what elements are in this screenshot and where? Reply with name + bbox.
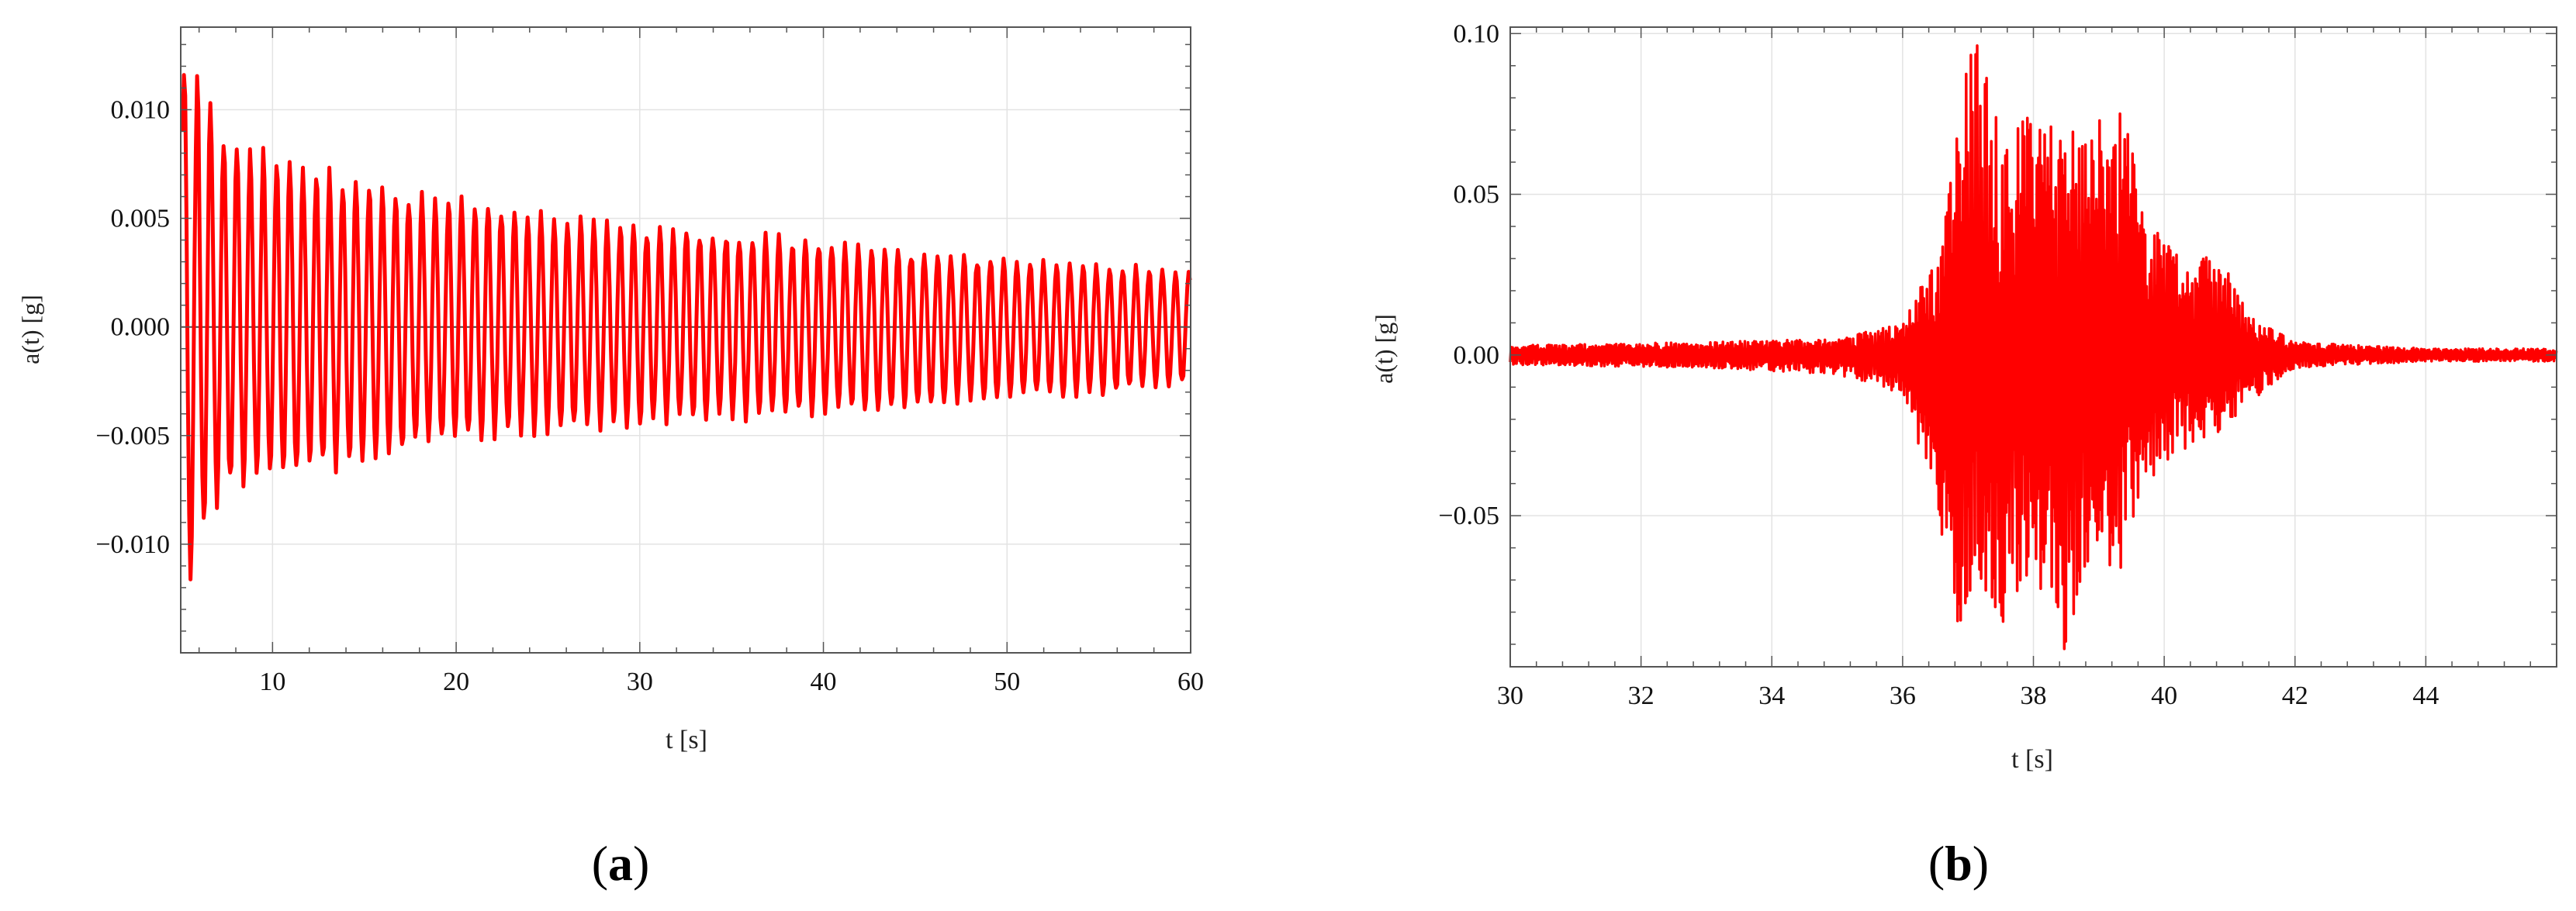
x-tick-label: 30 bbox=[627, 668, 653, 696]
plot-frame bbox=[180, 26, 1191, 654]
data-series bbox=[180, 73, 1192, 581]
x-tick-label: 40 bbox=[811, 668, 837, 696]
plot-border bbox=[180, 26, 1191, 654]
x-tick-label: 42 bbox=[2282, 682, 2308, 710]
chart-panel-b: 30 32 34 36 38 40 42 44 −0.05 0.00 0.05 0.10 t [s]… bbox=[1370, 19, 2558, 891]
y-tick-label: 0.05 bbox=[1454, 181, 1500, 209]
x-tick-label: 50 bbox=[994, 668, 1020, 696]
x-tick-label: 44 bbox=[2412, 682, 2439, 710]
panel-label-a: (a) bbox=[592, 836, 650, 891]
y-tick-label: 0.000 bbox=[111, 313, 171, 342]
y-tick-labels: −0.05 0.00 0.05 0.10 bbox=[1438, 19, 1499, 530]
y-tick-label: 0.010 bbox=[111, 95, 171, 124]
panel-label-b: (b) bbox=[1928, 836, 1989, 891]
y-tick-label: −0.010 bbox=[95, 530, 170, 559]
y-tick-label: 0.10 bbox=[1454, 19, 1500, 48]
tick-marks bbox=[181, 27, 1191, 654]
x-axis-title: t [s] bbox=[2011, 745, 2053, 774]
data-series bbox=[1509, 44, 2558, 650]
data-line bbox=[1509, 44, 2558, 650]
x-tick-label: 38 bbox=[2021, 682, 2047, 710]
y-tick-label: −0.05 bbox=[1438, 502, 1499, 530]
x-tick-label: 60 bbox=[1177, 668, 1204, 696]
x-tick-label: 20 bbox=[443, 668, 469, 696]
tick-marks bbox=[1509, 27, 2557, 667]
x-tick-label: 30 bbox=[1497, 682, 1523, 710]
y-tick-label: 0.00 bbox=[1454, 341, 1500, 370]
x-tick-labels: 30 32 34 36 38 40 42 44 bbox=[1497, 682, 2439, 710]
data-line bbox=[180, 73, 1192, 581]
y-tick-label: 0.005 bbox=[111, 205, 171, 233]
x-axis-title: t [s] bbox=[666, 726, 707, 754]
x-tick-label: 36 bbox=[1890, 682, 1916, 710]
x-tick-label: 10 bbox=[259, 668, 285, 696]
y-axis-title: a(t) [g] bbox=[1370, 314, 1398, 384]
x-tick-label: 32 bbox=[1628, 682, 1655, 710]
y-axis-title: a(t) [g] bbox=[16, 295, 44, 364]
chart-panel-a: 10 20 30 40 50 60 −0.010 −0.005 0.000 0.005 0.010… bbox=[16, 26, 1204, 891]
x-tick-label: 40 bbox=[2151, 682, 2177, 710]
x-tick-labels: 10 20 30 40 50 60 bbox=[259, 668, 1204, 696]
x-tick-label: 34 bbox=[1758, 682, 1785, 710]
y-tick-labels: −0.010 −0.005 0.000 0.005 0.010 bbox=[95, 95, 170, 558]
y-tick-label: −0.005 bbox=[95, 422, 170, 450]
